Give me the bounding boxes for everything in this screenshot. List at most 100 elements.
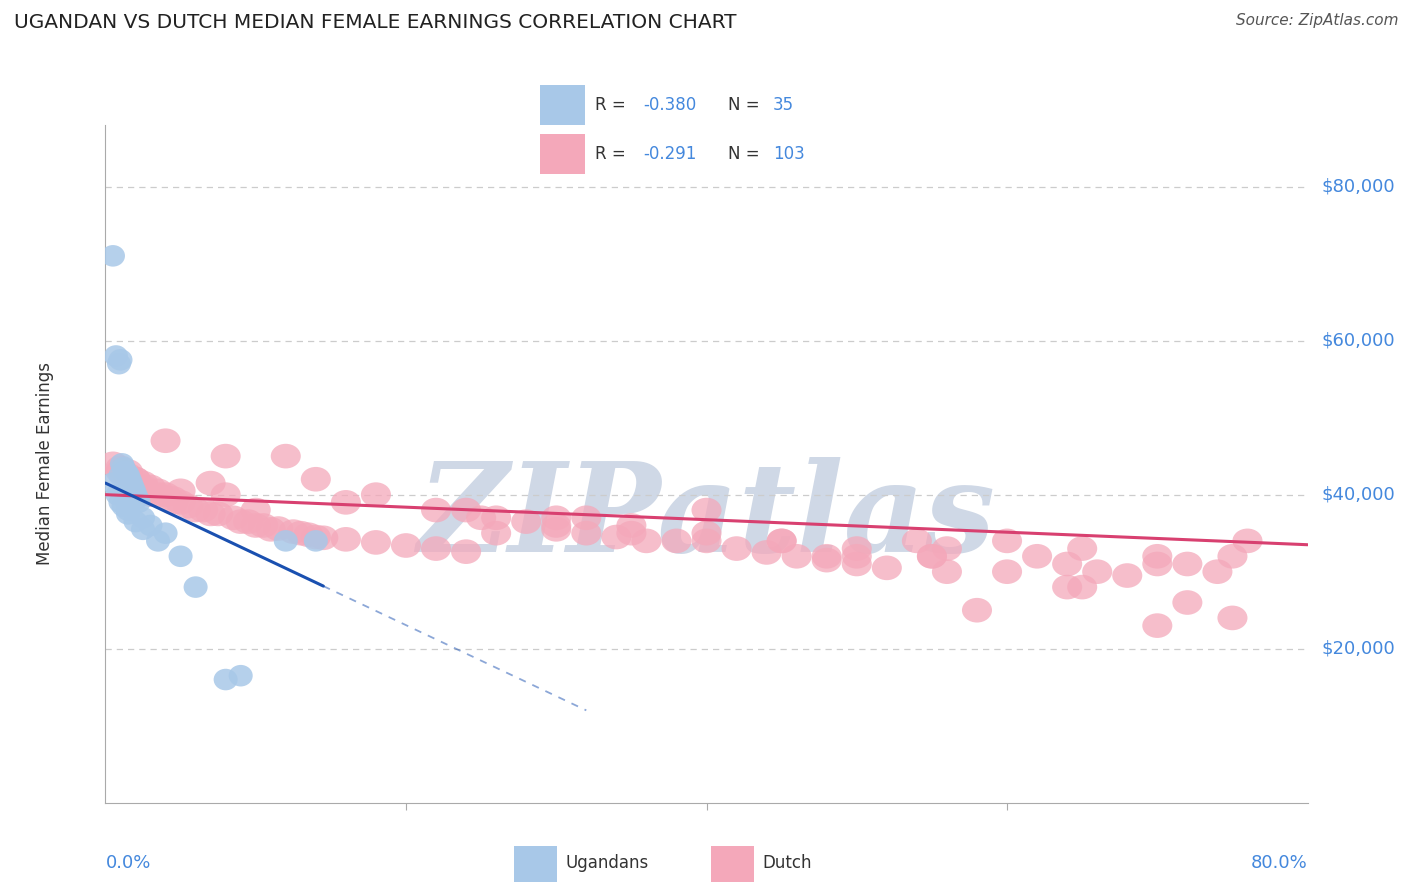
Ellipse shape (917, 544, 948, 568)
Bar (711, 847, 754, 881)
Ellipse shape (1202, 559, 1233, 584)
Ellipse shape (1052, 551, 1083, 576)
Ellipse shape (180, 498, 211, 523)
Ellipse shape (184, 576, 208, 598)
Ellipse shape (139, 515, 163, 536)
Ellipse shape (512, 509, 541, 534)
Ellipse shape (993, 559, 1022, 584)
Ellipse shape (115, 500, 141, 521)
Ellipse shape (301, 524, 330, 549)
Ellipse shape (301, 467, 330, 491)
Ellipse shape (153, 523, 177, 544)
Ellipse shape (146, 530, 170, 551)
Ellipse shape (263, 516, 294, 541)
Ellipse shape (541, 513, 571, 538)
Ellipse shape (1022, 544, 1052, 568)
Ellipse shape (211, 483, 240, 507)
Text: 35: 35 (773, 96, 794, 114)
Text: UGANDAN VS DUTCH MEDIAN FEMALE EARNINGS CORRELATION CHART: UGANDAN VS DUTCH MEDIAN FEMALE EARNINGS … (14, 13, 737, 32)
Ellipse shape (602, 524, 631, 549)
Ellipse shape (1112, 563, 1142, 588)
Ellipse shape (225, 509, 256, 534)
Text: N =: N = (728, 96, 759, 114)
Ellipse shape (112, 459, 143, 483)
Ellipse shape (195, 471, 225, 495)
Ellipse shape (111, 495, 135, 517)
Ellipse shape (361, 483, 391, 507)
Ellipse shape (111, 457, 135, 478)
Ellipse shape (917, 544, 948, 568)
Ellipse shape (218, 506, 249, 530)
Ellipse shape (631, 529, 661, 553)
Ellipse shape (115, 503, 141, 524)
Ellipse shape (766, 529, 797, 553)
Ellipse shape (135, 483, 166, 507)
Ellipse shape (752, 540, 782, 565)
Ellipse shape (131, 518, 155, 541)
Ellipse shape (782, 544, 811, 568)
Ellipse shape (202, 501, 233, 526)
Ellipse shape (128, 475, 157, 500)
Ellipse shape (842, 551, 872, 576)
Text: Dutch: Dutch (762, 854, 811, 872)
Ellipse shape (114, 462, 139, 483)
Ellipse shape (766, 529, 797, 553)
Ellipse shape (118, 468, 142, 490)
Ellipse shape (107, 353, 131, 375)
Ellipse shape (308, 525, 339, 550)
Ellipse shape (692, 521, 721, 546)
Ellipse shape (692, 529, 721, 553)
Ellipse shape (1233, 529, 1263, 553)
Text: -0.380: -0.380 (644, 96, 697, 114)
Ellipse shape (304, 530, 328, 551)
Text: 0.0%: 0.0% (105, 854, 150, 871)
Text: ZIPatlas: ZIPatlas (418, 458, 995, 579)
Ellipse shape (115, 465, 141, 486)
Text: N =: N = (728, 145, 759, 163)
Ellipse shape (1083, 559, 1112, 584)
Ellipse shape (721, 536, 752, 561)
Text: $60,000: $60,000 (1322, 332, 1395, 350)
Ellipse shape (811, 544, 842, 568)
Ellipse shape (274, 530, 298, 551)
Ellipse shape (157, 486, 188, 511)
Ellipse shape (240, 513, 271, 538)
Ellipse shape (616, 521, 647, 546)
Ellipse shape (1142, 551, 1173, 576)
Ellipse shape (127, 491, 150, 513)
Ellipse shape (1052, 574, 1083, 599)
Ellipse shape (125, 488, 149, 509)
Ellipse shape (872, 556, 901, 580)
Ellipse shape (465, 506, 496, 530)
Ellipse shape (150, 483, 180, 507)
Ellipse shape (692, 498, 721, 523)
Ellipse shape (1218, 544, 1247, 568)
Ellipse shape (842, 544, 872, 568)
Text: Ugandans: Ugandans (565, 854, 648, 872)
Ellipse shape (842, 536, 872, 561)
Text: Source: ZipAtlas.com: Source: ZipAtlas.com (1236, 13, 1399, 29)
Ellipse shape (616, 513, 647, 538)
Ellipse shape (104, 345, 128, 367)
Ellipse shape (98, 451, 128, 476)
Ellipse shape (1173, 551, 1202, 576)
Ellipse shape (121, 476, 145, 498)
Ellipse shape (169, 546, 193, 567)
Bar (540, 135, 585, 175)
Ellipse shape (932, 559, 962, 584)
Ellipse shape (188, 498, 218, 523)
Ellipse shape (481, 506, 512, 530)
Ellipse shape (166, 490, 195, 515)
Ellipse shape (135, 475, 166, 500)
Ellipse shape (108, 349, 132, 371)
Ellipse shape (157, 490, 188, 515)
Text: R =: R = (595, 96, 626, 114)
Ellipse shape (214, 669, 238, 690)
Ellipse shape (993, 529, 1022, 553)
Bar (540, 85, 585, 125)
Ellipse shape (962, 598, 993, 623)
Ellipse shape (661, 529, 692, 553)
Ellipse shape (932, 536, 962, 561)
Ellipse shape (420, 536, 451, 561)
Ellipse shape (108, 465, 132, 486)
